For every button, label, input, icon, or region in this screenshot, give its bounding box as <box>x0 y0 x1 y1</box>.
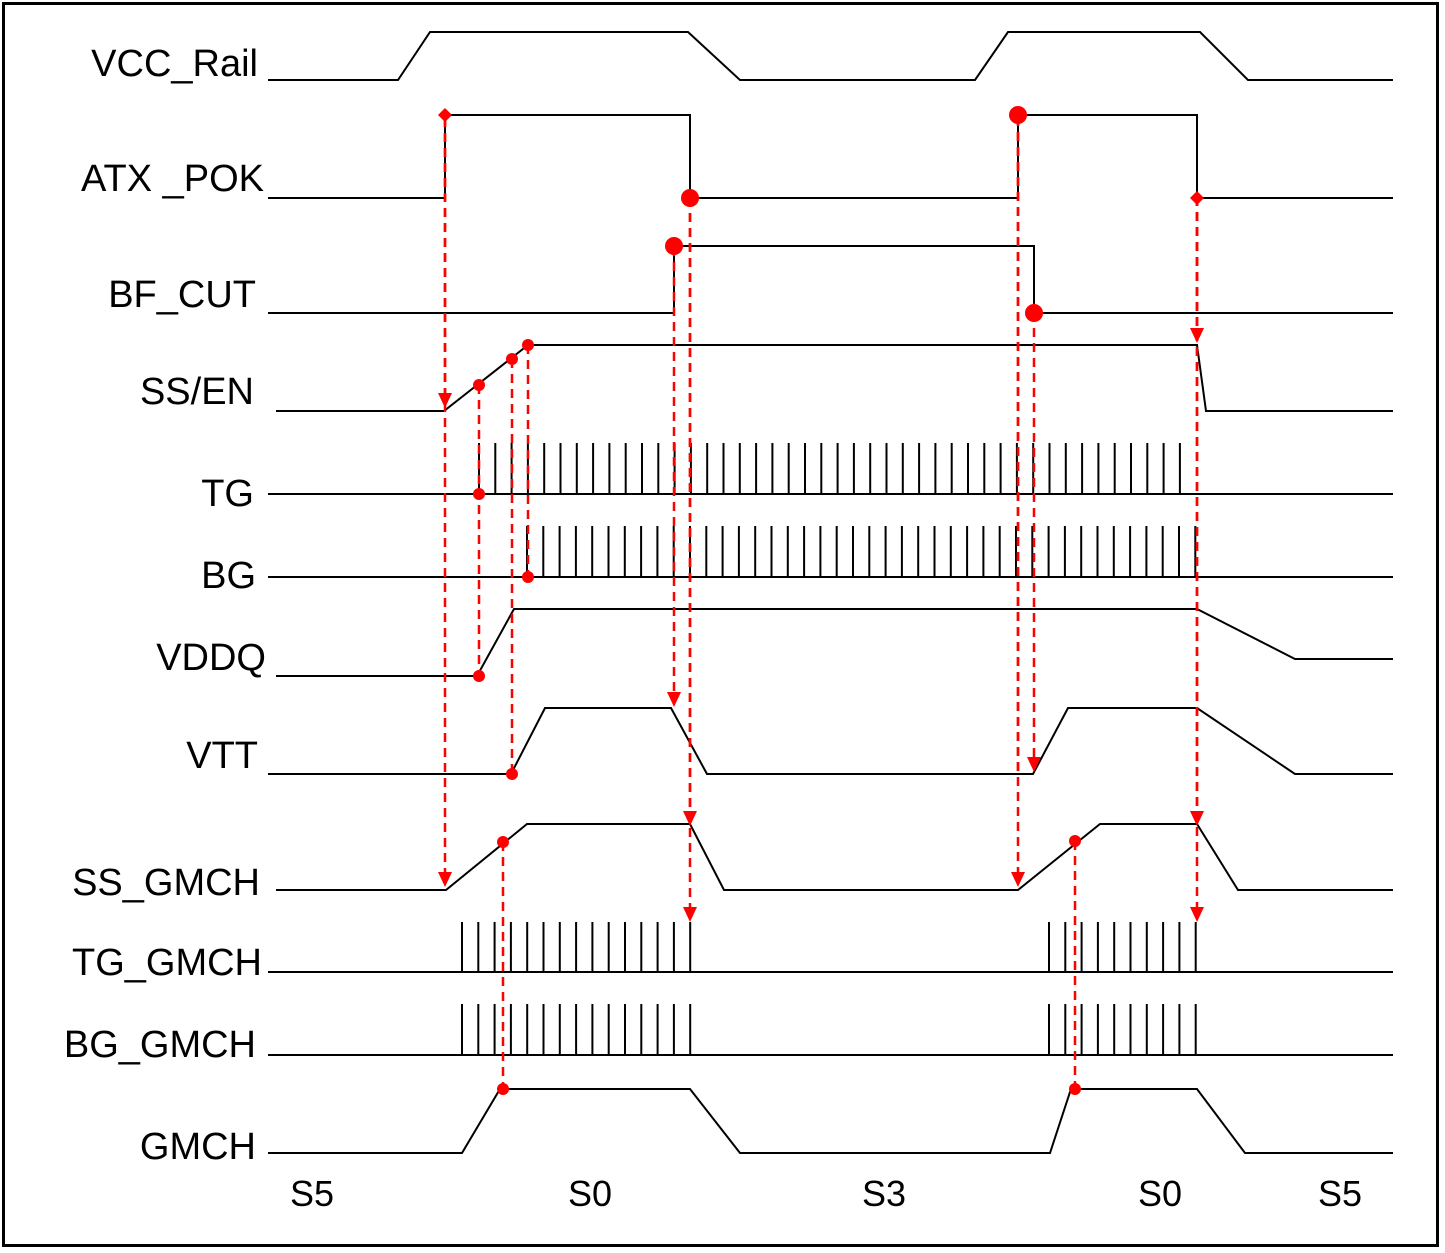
state-s5-end: S5 <box>1318 1173 1362 1214</box>
signal-labels: VCC_Rail ATX _POK BF_CUT SS/EN TG BG VDD… <box>64 43 266 1168</box>
state-s0-first: S0 <box>568 1173 612 1214</box>
waveforms <box>268 31 1393 1154</box>
pulses-tg-gmch-2 <box>1048 922 1197 972</box>
event-dot-3 <box>665 237 683 255</box>
wave-ss-en <box>276 344 1393 412</box>
power-state-labels: S5 S0 S3 S0 S5 <box>290 1173 1362 1214</box>
label-vcc-rail: VCC_Rail <box>91 43 258 85</box>
label-bf-cut: BF_CUT <box>108 274 256 316</box>
event-markers <box>438 106 1204 1095</box>
arrow-head-15 <box>1190 811 1204 826</box>
wave-vtt <box>268 707 1393 775</box>
event-diamond-1 <box>438 108 452 122</box>
dependency-arrows <box>443 117 1199 1089</box>
label-bg-gmch: BG_GMCH <box>64 1024 256 1066</box>
event-dot-14 <box>497 1083 509 1095</box>
arrow-head-11 <box>1011 872 1025 887</box>
event-diamond-2 <box>1190 191 1204 205</box>
pulses-tg <box>478 443 1181 494</box>
wave-ss-gmch <box>276 823 1393 891</box>
label-bg: BG <box>201 555 256 597</box>
event-dot-9 <box>522 571 534 583</box>
event-dot-7 <box>522 339 534 351</box>
event-dot-2 <box>681 189 699 207</box>
arrow-head-6 <box>667 692 681 707</box>
event-dot-11 <box>506 768 518 780</box>
event-dot-8 <box>473 488 485 500</box>
event-dot-1 <box>1009 106 1027 124</box>
arrow-heads <box>438 328 1204 922</box>
wave-atx-pok <box>268 114 1393 199</box>
state-s0-second: S0 <box>1138 1173 1182 1214</box>
pulse-trains <box>461 443 1197 1055</box>
pulses-bg-gmch-2 <box>1048 1004 1197 1055</box>
label-gmch: GMCH <box>140 1126 256 1168</box>
arrow-head-1 <box>438 393 452 408</box>
event-dot-10 <box>473 670 485 682</box>
state-s5-start: S5 <box>290 1173 334 1214</box>
state-s3: S3 <box>862 1173 906 1214</box>
arrow-head-14 <box>1190 328 1204 343</box>
event-dot-6 <box>506 353 518 365</box>
label-tg-gmch: TG_GMCH <box>72 942 262 984</box>
arrow-head-12 <box>1027 757 1041 772</box>
label-vtt: VTT <box>186 735 258 777</box>
wave-gmch <box>268 1088 1393 1154</box>
arrow-head-8 <box>683 907 697 922</box>
event-dot-12 <box>497 836 509 848</box>
label-ss-gmch: SS_GMCH <box>72 862 260 904</box>
event-dot-4 <box>1025 304 1043 322</box>
arrow-head-16 <box>1190 907 1204 922</box>
label-atx-pok: ATX _POK <box>81 158 264 200</box>
wave-bf-cut <box>268 245 1393 314</box>
arrow-head-7 <box>683 811 697 826</box>
label-vddq: VDDQ <box>156 637 266 679</box>
label-tg: TG <box>201 473 254 515</box>
pulses-tg-gmch-1 <box>461 922 692 972</box>
event-dot-13 <box>1069 835 1081 847</box>
pulses-bg-gmch-1 <box>461 1004 692 1055</box>
arrow-head-2 <box>438 872 452 887</box>
event-dot-5 <box>473 379 485 391</box>
wave-vddq <box>276 608 1393 677</box>
label-ss-en: SS/EN <box>140 371 254 413</box>
event-dot-15 <box>1069 1083 1081 1095</box>
wave-vcc-rail <box>268 31 1393 81</box>
pulses-bg <box>526 526 1197 577</box>
